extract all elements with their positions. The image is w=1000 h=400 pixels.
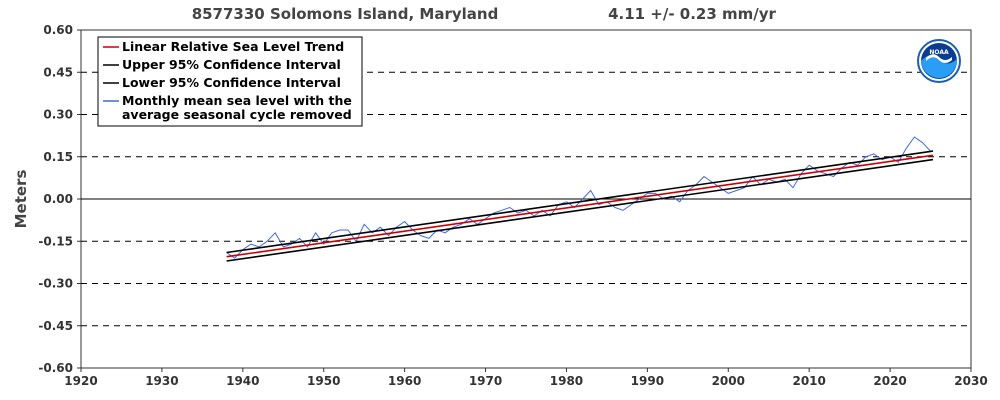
- legend-box: [97, 36, 363, 127]
- x-tick-label: 2020: [873, 374, 906, 388]
- noaa-logo-icon: NOAA: [917, 39, 961, 83]
- y-tick-label: 0.45: [43, 65, 73, 79]
- y-tick-label: 0.15: [43, 150, 73, 164]
- x-tick-label: 1980: [550, 374, 583, 388]
- x-tick-label: 1960: [388, 374, 421, 388]
- y-tick-label: 0.30: [43, 108, 73, 122]
- y-tick-label: -0.60: [38, 361, 73, 375]
- y-tick-label: -0.30: [38, 277, 73, 291]
- x-tick-label: 2030: [954, 374, 987, 388]
- chart-title-rate: 4.11 +/- 0.23 mm/yr: [608, 5, 776, 23]
- x-tick-label: 2000: [712, 374, 745, 388]
- series-group: [226, 136, 934, 262]
- x-tick-label: 1940: [226, 374, 259, 388]
- y-tick-label: 0.60: [43, 23, 73, 37]
- x-tick-label: 1950: [307, 374, 340, 388]
- y-tick-label: -0.45: [38, 319, 73, 333]
- upper-ci-line: [226, 150, 934, 254]
- chart-title-station: 8577330 Solomons Island, Maryland: [192, 5, 499, 23]
- x-tick-label: 1920: [64, 374, 97, 388]
- legend-label-trend: Linear Relative Sea Level Trend: [122, 39, 344, 54]
- y-tick-label: 0.00: [43, 192, 73, 206]
- svg-text:NOAA: NOAA: [929, 49, 949, 56]
- x-tick-label: 1990: [631, 374, 664, 388]
- x-axis-ticks: 1920 1930 1940 1950 1960 1970 1980 1990 2000 2010…: [64, 368, 988, 388]
- y-tick-label: -0.15: [38, 234, 73, 248]
- legend-label-monthly-2: average seasonal cycle removed: [122, 107, 352, 122]
- legend-label-upper: Upper 95% Confidence Interval: [122, 57, 341, 72]
- trend-line: [226, 154, 934, 258]
- legend-label-lower: Lower 95% Confidence Interval: [122, 75, 341, 90]
- y-axis-ticks: 0.60 0.45 0.30 0.15 0.00 -0.15 -0.30 -0.45 -0.60: [38, 23, 81, 375]
- legend-label-monthly-1: Monthly mean sea level with the: [122, 93, 352, 108]
- x-tick-label: 1970: [469, 374, 502, 388]
- y-axis-label: Meters: [12, 170, 30, 229]
- lower-ci-line: [226, 158, 934, 262]
- legend: Linear Relative Sea Level Trend Upper 95…: [97, 36, 363, 127]
- x-tick-label: 2010: [792, 374, 825, 388]
- x-tick-label: 1930: [145, 374, 178, 388]
